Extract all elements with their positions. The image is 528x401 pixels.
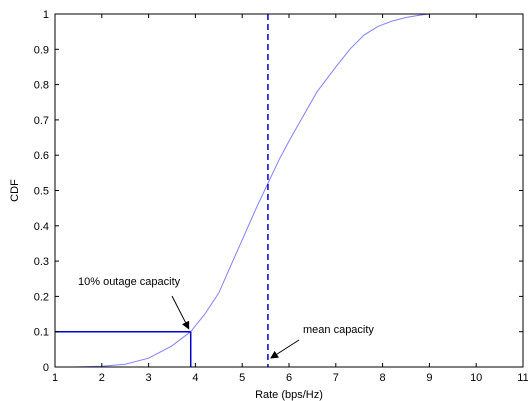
x-tick-label: 10 — [470, 372, 482, 384]
mean-capacity-arrow — [270, 339, 300, 359]
x-tick-label: 6 — [286, 372, 292, 384]
y-tick-label: 0 — [43, 362, 49, 374]
y-tick-label: 0.6 — [34, 150, 49, 162]
y-tick-label: 0.3 — [34, 256, 49, 268]
mean-capacity-annotation: mean capacity — [303, 324, 374, 336]
x-tick-label: 8 — [380, 372, 386, 384]
y-tick-label: 0.1 — [34, 327, 49, 339]
x-axis-label: Rate (bps/Hz) — [255, 389, 323, 401]
y-tick-label: 1 — [43, 9, 49, 21]
cdf-series-line — [73, 13, 523, 368]
outage-capacity-annotation: 10% outage capacity — [78, 276, 181, 288]
x-tick-label: 1 — [52, 372, 58, 384]
plot-frame — [54, 13, 524, 368]
y-tick-label: 0.5 — [34, 186, 49, 198]
x-tick-label: 2 — [99, 372, 105, 384]
x-tick-label: 7 — [333, 372, 339, 384]
outage-capacity-arrow — [171, 295, 190, 330]
x-tick-label: 3 — [146, 372, 152, 384]
x-tick-label: 5 — [239, 372, 245, 384]
y-axis-label: CDF — [9, 179, 21, 202]
y-tick-label: 0.9 — [34, 44, 49, 56]
x-tick-label: 9 — [426, 372, 432, 384]
y-tick-label: 0.2 — [34, 291, 49, 303]
y-tick-label: 0.8 — [34, 80, 49, 92]
x-tick-label: 11 — [517, 372, 528, 384]
y-tick-label: 0.4 — [34, 221, 49, 233]
y-tick-label: 0.7 — [34, 115, 49, 127]
x-tick-label: 4 — [192, 372, 198, 384]
